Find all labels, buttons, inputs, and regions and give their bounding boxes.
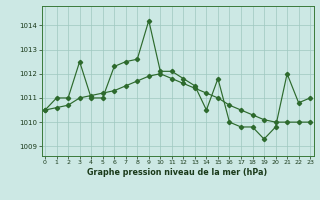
X-axis label: Graphe pression niveau de la mer (hPa): Graphe pression niveau de la mer (hPa) [87, 168, 268, 177]
